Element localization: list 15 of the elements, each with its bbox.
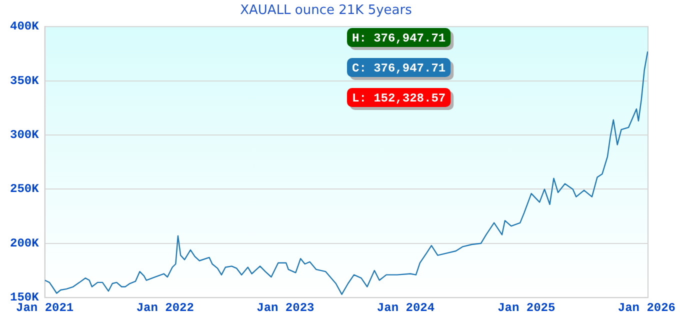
x-tick-label: Jan 2025	[498, 300, 556, 315]
x-tick-label: Jan 2023	[256, 300, 314, 315]
annotation: C: 376,947.71	[352, 62, 446, 76]
y-tick-label: 400K	[10, 20, 40, 34]
x-tick-label: Jan 2021	[16, 300, 74, 315]
x-tick-label: Jan 2026	[618, 300, 676, 315]
annotation: L: 152,328.57	[352, 92, 446, 106]
x-tick-label: Jan 2024	[376, 300, 435, 315]
x-tick-label: Jan 2022	[136, 300, 194, 315]
y-tick-label: 200K	[10, 236, 40, 250]
y-tick-label: 350K	[10, 74, 40, 88]
chart-title: XAUALL ounce 21K 5years	[240, 3, 412, 18]
y-tick-label: 250K	[10, 182, 40, 196]
annotation: H: 376,947.71	[352, 32, 446, 46]
y-tick-label: 300K	[10, 128, 40, 142]
